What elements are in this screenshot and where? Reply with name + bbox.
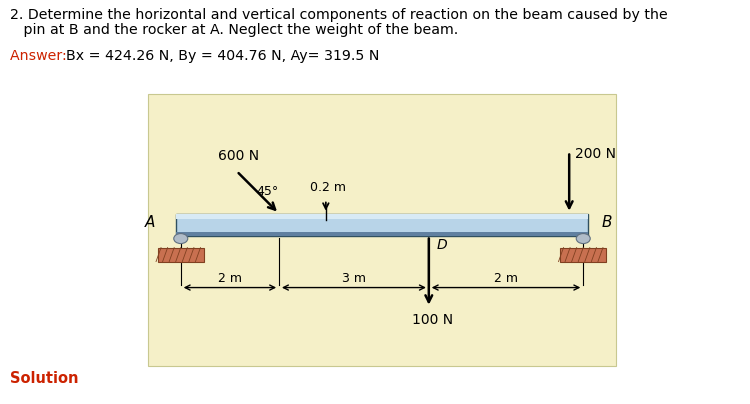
Text: 2. Determine the horizontal and vertical components of reaction on the beam caus: 2. Determine the horizontal and vertical… [10,8,668,22]
Bar [148,94,616,366]
Text: D: D [436,238,448,252]
Text: B: B [602,215,612,230]
Text: 45°: 45° [256,185,279,198]
Text: 100 N: 100 N [413,313,453,326]
Bar [176,214,588,219]
Text: 3 m: 3 m [342,271,366,284]
Text: 200 N: 200 N [575,147,616,160]
Text: A: A [145,215,154,230]
Ellipse shape [576,234,590,244]
Bar [176,231,588,236]
Text: 600 N: 600 N [218,149,259,163]
Text: pin at B and the rocker at A. Neglect the weight of the beam.: pin at B and the rocker at A. Neglect th… [10,23,458,37]
Text: 2 m: 2 m [494,271,518,284]
FancyBboxPatch shape [560,248,606,261]
Ellipse shape [174,234,188,244]
FancyBboxPatch shape [158,248,204,261]
Text: Answer:: Answer: [10,49,71,63]
Text: 2 m: 2 m [218,271,242,284]
Text: 0.2 m: 0.2 m [310,181,346,194]
Text: Bx = 424.26 N, By = 404.76 N, Ay= 319.5 N: Bx = 424.26 N, By = 404.76 N, Ay= 319.5 … [66,49,380,63]
Bar [176,214,588,236]
Text: Solution: Solution [10,371,79,386]
